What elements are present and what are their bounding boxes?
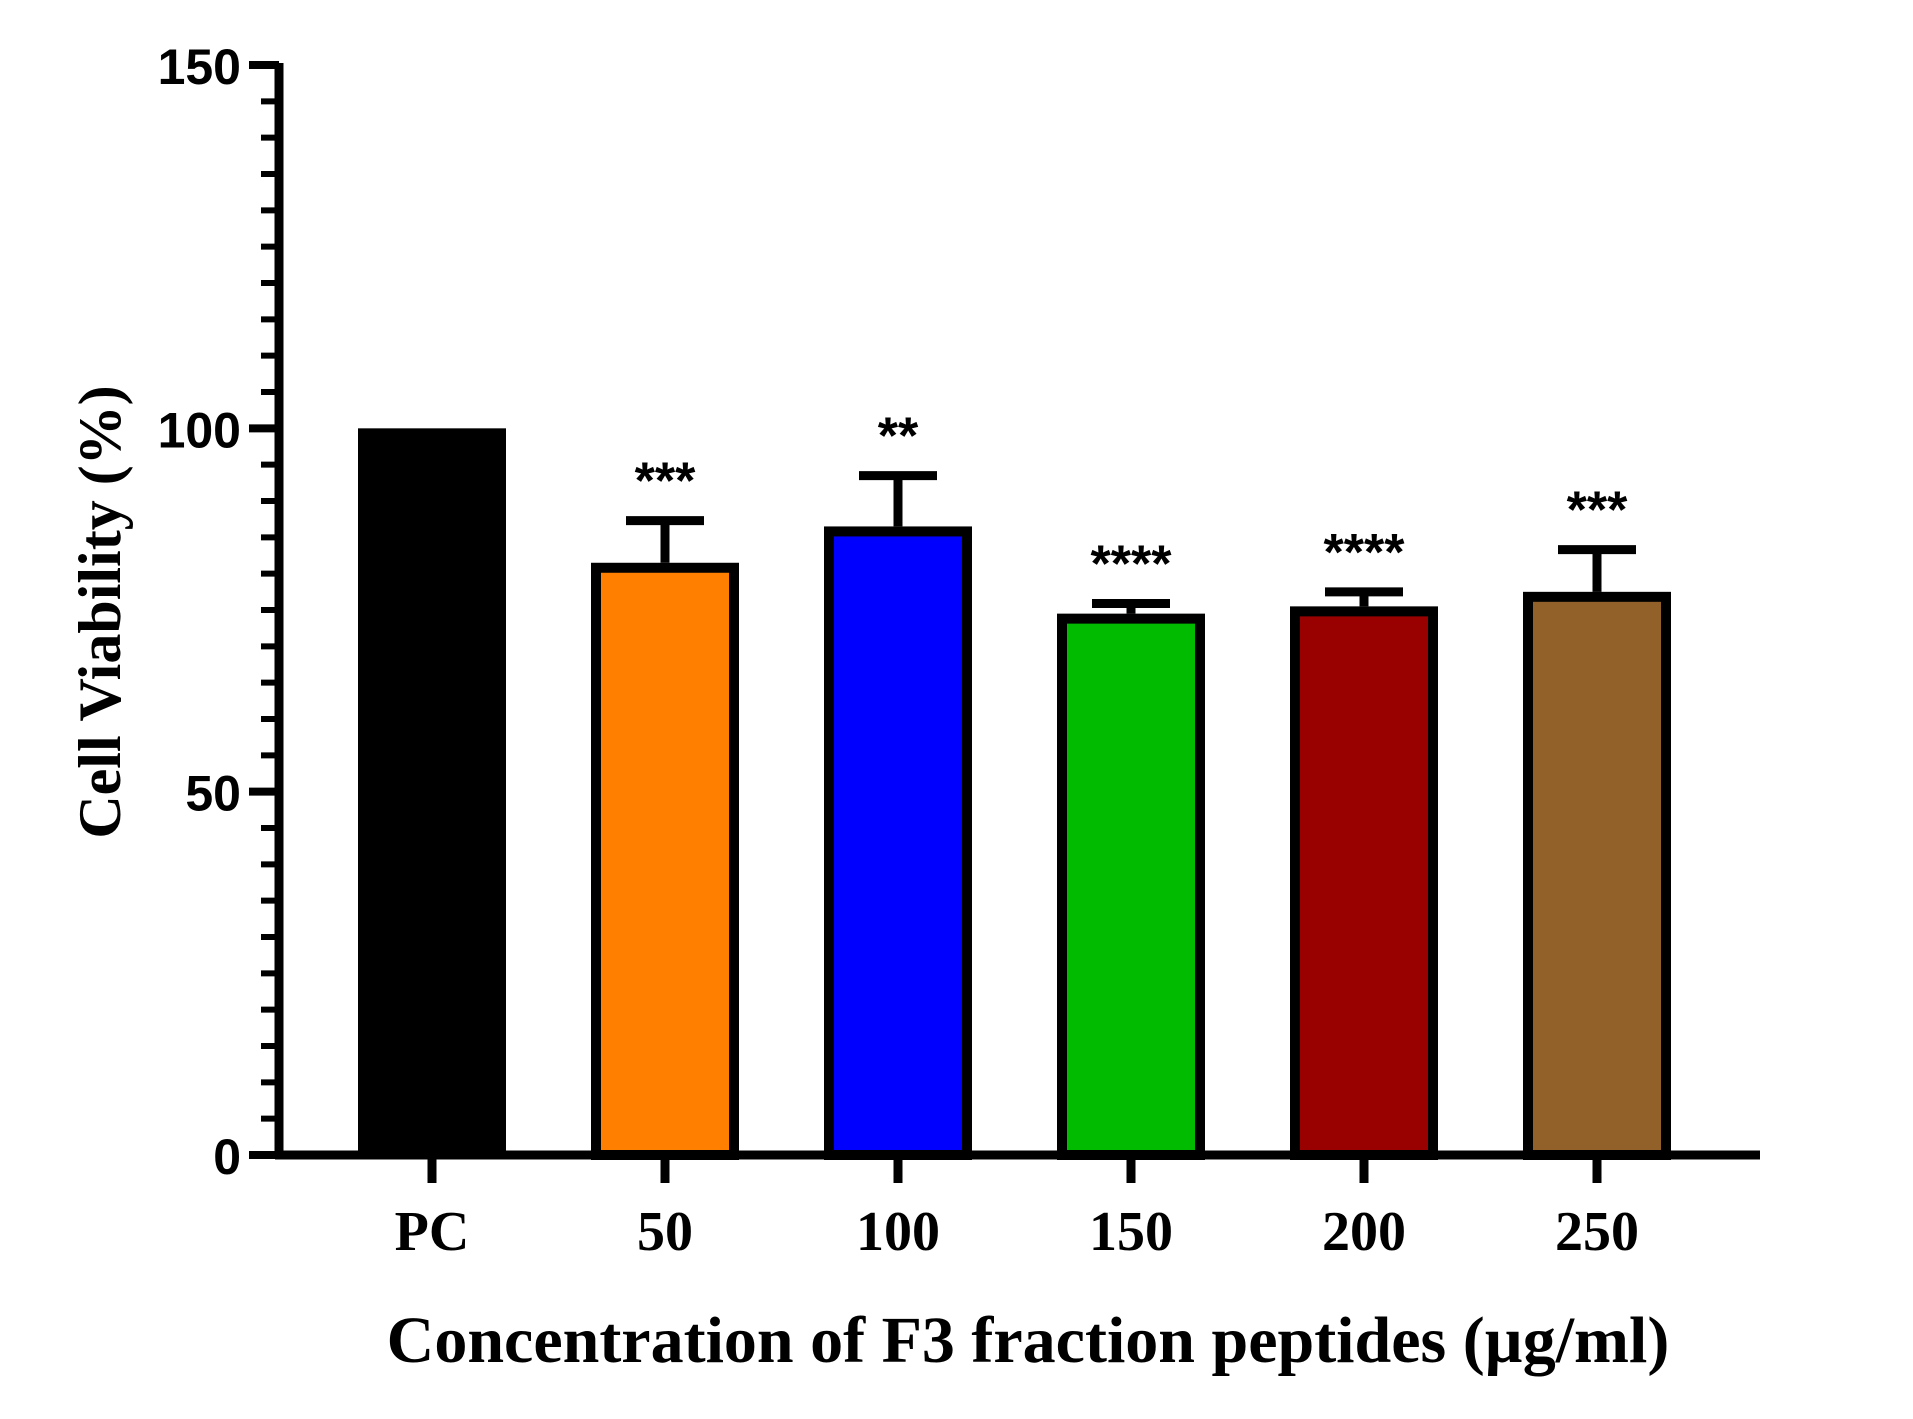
- y-tick-label-50: 50: [185, 766, 241, 822]
- y-axis-title: Cell Viability (%): [67, 385, 133, 838]
- bar-200: [1290, 606, 1438, 1160]
- significance-label-150: ****: [1091, 535, 1173, 593]
- x-tick-label-150: 150: [1089, 1201, 1173, 1263]
- bar-100: [824, 526, 972, 1160]
- x-tick-label-50: 50: [637, 1201, 693, 1263]
- x-axis-title: Concentration of F3 fraction peptides (µ…: [387, 1304, 1670, 1377]
- significance-label-200: ****: [1324, 524, 1406, 582]
- significance-label-250: ***: [1567, 482, 1628, 540]
- y-tick-label-150: 150: [158, 39, 241, 95]
- bar-PC: [358, 428, 506, 1155]
- x-tick-label-PC: PC: [395, 1201, 470, 1263]
- significance-label-100: **: [878, 408, 919, 466]
- bar-50: [591, 562, 739, 1160]
- x-tick-label-200: 200: [1322, 1201, 1406, 1263]
- bar-250: [1523, 591, 1671, 1160]
- y-tick-label-100: 100: [158, 402, 241, 458]
- bars-layer: ********* *******: [358, 408, 1671, 1160]
- x-tick-label-250: 250: [1555, 1201, 1639, 1263]
- axes-layer: PC 50 100 150 200 250 0 50 100 150: [158, 39, 1760, 1263]
- bar-150: [1057, 613, 1205, 1160]
- x-tick-label-100: 100: [856, 1201, 940, 1263]
- y-tick-label-0: 0: [213, 1129, 241, 1185]
- significance-label-50: ***: [635, 453, 696, 511]
- labels-layer: Cell Viability (%) Concentration of F3 f…: [67, 385, 1669, 1377]
